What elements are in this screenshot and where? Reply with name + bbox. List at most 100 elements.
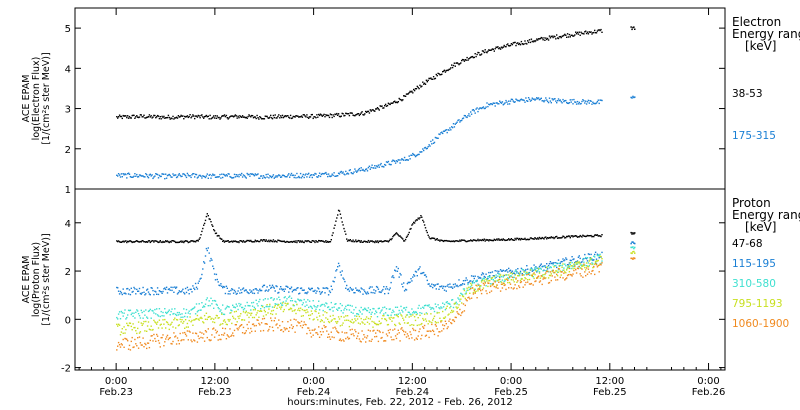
data-point — [156, 335, 159, 337]
data-point — [415, 88, 418, 90]
data-point — [226, 240, 228, 242]
data-point — [227, 293, 229, 295]
data-point — [582, 32, 584, 35]
data-point — [175, 313, 177, 316]
data-point — [222, 239, 225, 242]
data-point — [141, 175, 143, 177]
data-point — [212, 328, 214, 330]
data-point — [584, 264, 586, 266]
data-point — [504, 284, 506, 286]
data-point — [194, 313, 197, 315]
x-tick-time-label: 12:00 — [200, 376, 229, 387]
data-point — [451, 64, 453, 66]
data-point — [132, 315, 134, 317]
data-point — [510, 271, 513, 273]
data-point — [393, 311, 395, 313]
data-point — [436, 283, 438, 285]
data-point — [149, 241, 151, 244]
data-point — [569, 263, 571, 266]
data-point — [398, 276, 400, 278]
data-point — [380, 322, 382, 324]
data-point — [423, 305, 426, 307]
data-point — [539, 264, 542, 266]
data-point — [178, 290, 180, 292]
data-point — [405, 93, 408, 95]
data-point — [260, 322, 263, 324]
data-point — [553, 35, 555, 37]
data-point — [564, 259, 566, 261]
data-point — [131, 291, 133, 293]
data-point — [527, 41, 530, 44]
data-point — [222, 320, 225, 322]
data-point — [631, 28, 633, 31]
data-point — [247, 115, 249, 118]
data-point — [193, 115, 195, 117]
data-point — [438, 133, 440, 135]
data-point — [566, 235, 568, 238]
data-point — [152, 310, 154, 312]
data-point — [501, 47, 504, 49]
data-point — [421, 151, 423, 153]
data-point — [541, 283, 543, 286]
data-point — [370, 316, 372, 318]
data-point — [137, 176, 139, 178]
data-point — [389, 163, 391, 166]
data-point — [209, 173, 211, 176]
data-point — [505, 270, 507, 272]
data-point — [596, 266, 599, 268]
data-point — [452, 306, 455, 309]
data-point — [435, 73, 437, 76]
data-point — [216, 176, 218, 178]
data-point — [395, 101, 398, 103]
data-point — [539, 280, 542, 282]
data-point — [556, 102, 558, 104]
data-point — [567, 265, 570, 267]
data-point — [415, 313, 418, 316]
data-point — [428, 236, 430, 238]
data-point — [330, 175, 332, 177]
data-point — [186, 240, 189, 242]
data-point — [441, 307, 443, 309]
data-point — [243, 290, 246, 292]
data-point — [199, 317, 201, 319]
data-point — [337, 307, 340, 309]
data-point — [346, 173, 348, 175]
data-point — [384, 306, 386, 308]
data-point — [508, 103, 511, 105]
data-point — [270, 175, 272, 178]
data-point — [381, 290, 383, 292]
data-point — [192, 173, 194, 175]
data-point — [394, 324, 397, 327]
data-point — [270, 240, 273, 242]
data-point — [433, 237, 436, 240]
data-point — [359, 291, 361, 293]
data-point — [568, 262, 571, 264]
data-point — [282, 288, 285, 290]
data-point — [384, 164, 387, 166]
data-point — [447, 69, 449, 72]
data-point — [219, 237, 221, 239]
data-point — [130, 287, 132, 289]
data-point — [137, 240, 139, 243]
data-point — [280, 176, 282, 178]
data-point — [420, 151, 422, 153]
data-point — [399, 312, 401, 314]
data-point — [157, 293, 160, 296]
data-point — [296, 303, 298, 306]
data-point — [505, 288, 507, 291]
data-point — [489, 291, 491, 294]
data-point — [328, 175, 331, 177]
data-point — [557, 267, 560, 270]
data-point — [314, 172, 316, 175]
data-point — [587, 253, 590, 255]
data-point — [329, 308, 332, 311]
data-point — [215, 232, 218, 234]
data-point — [294, 331, 296, 333]
data-point — [308, 306, 310, 309]
data-point — [563, 260, 565, 262]
data-point — [521, 273, 523, 275]
data-point — [536, 271, 538, 273]
data-point — [257, 310, 259, 312]
data-point — [173, 319, 175, 321]
data-point — [501, 101, 504, 103]
